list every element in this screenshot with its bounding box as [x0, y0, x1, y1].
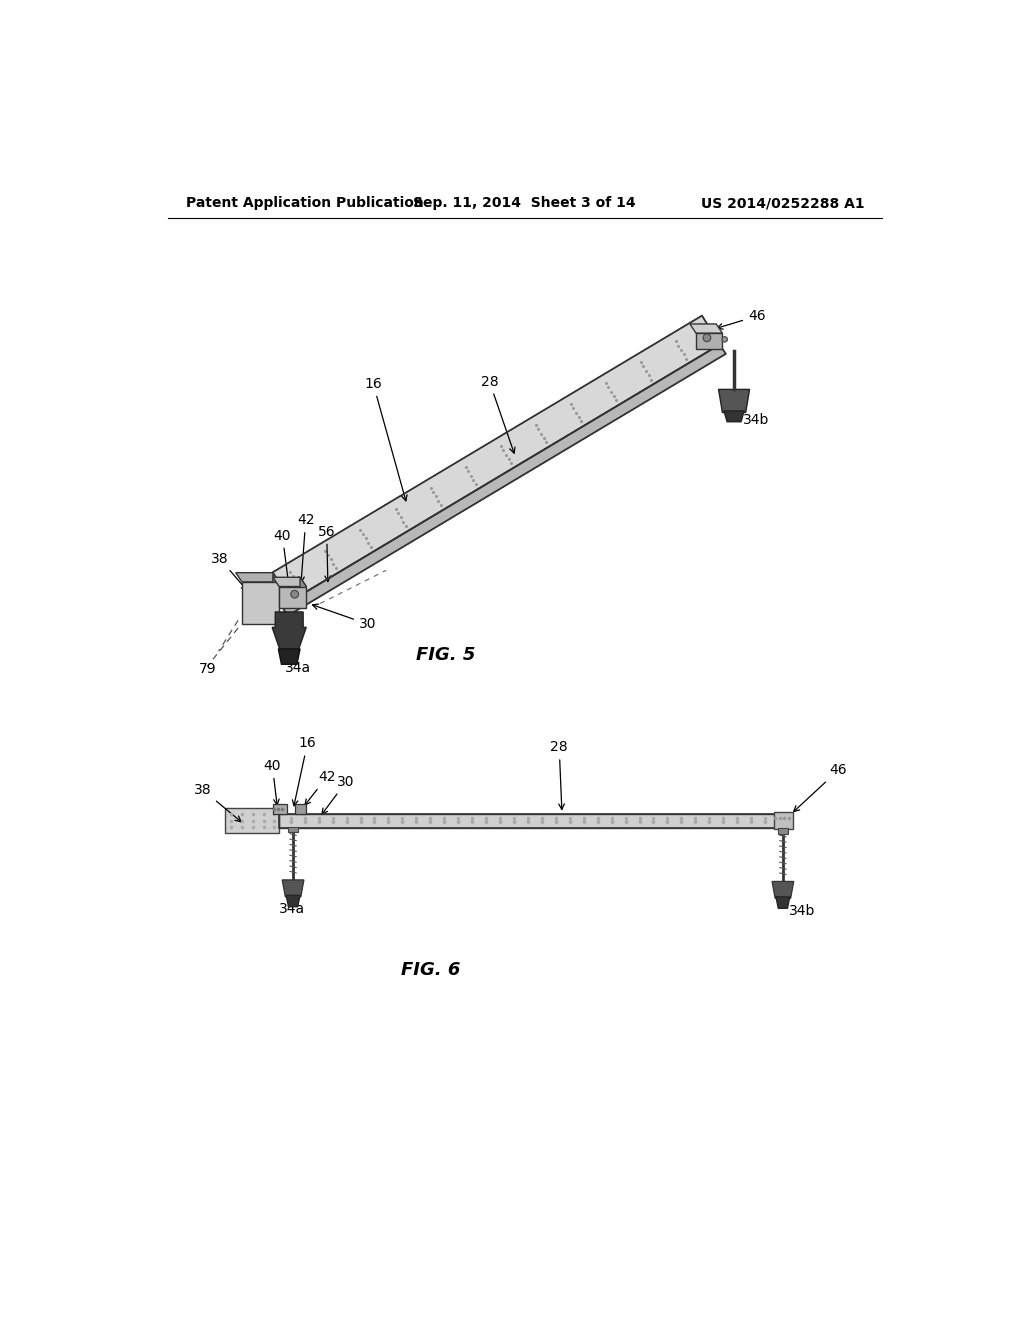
Text: FIG. 6: FIG. 6 — [400, 961, 460, 978]
Bar — [225, 808, 280, 833]
Bar — [273, 804, 287, 813]
Polygon shape — [273, 573, 280, 624]
Text: 46: 46 — [717, 309, 766, 329]
Text: 40: 40 — [273, 528, 291, 585]
Circle shape — [722, 337, 727, 342]
Text: 56: 56 — [317, 525, 336, 582]
Polygon shape — [280, 813, 779, 828]
Text: 34b: 34b — [743, 413, 770, 428]
Polygon shape — [772, 882, 794, 899]
Polygon shape — [300, 577, 306, 609]
Bar — [778, 829, 787, 834]
Polygon shape — [272, 612, 306, 655]
Text: 30: 30 — [312, 605, 377, 631]
Text: 28: 28 — [550, 741, 568, 809]
Text: 46: 46 — [794, 763, 847, 812]
Text: 38: 38 — [211, 552, 247, 590]
Text: US 2014/0252288 A1: US 2014/0252288 A1 — [700, 197, 864, 210]
Polygon shape — [279, 649, 300, 664]
Text: 30: 30 — [322, 775, 354, 814]
Text: 34b: 34b — [790, 903, 815, 917]
Polygon shape — [690, 323, 722, 333]
Polygon shape — [282, 345, 726, 615]
Circle shape — [703, 334, 711, 342]
Polygon shape — [236, 573, 280, 582]
Polygon shape — [286, 895, 300, 907]
Text: 28: 28 — [480, 375, 515, 453]
Text: 42: 42 — [297, 513, 314, 582]
Text: 42: 42 — [305, 771, 336, 805]
Bar — [295, 804, 306, 813]
Polygon shape — [264, 315, 720, 606]
Polygon shape — [719, 389, 750, 412]
Text: 34a: 34a — [280, 902, 305, 916]
Text: Patent Application Publication: Patent Application Publication — [186, 197, 424, 210]
Polygon shape — [273, 577, 306, 586]
Text: 79: 79 — [200, 661, 217, 676]
Text: Sep. 11, 2014  Sheet 3 of 14: Sep. 11, 2014 Sheet 3 of 14 — [414, 197, 636, 210]
Text: 38: 38 — [194, 783, 241, 822]
Text: 40: 40 — [263, 759, 282, 805]
Bar — [773, 812, 793, 829]
Bar — [289, 826, 298, 832]
Polygon shape — [242, 582, 280, 624]
Text: 16: 16 — [293, 737, 316, 805]
Text: FIG. 5: FIG. 5 — [416, 647, 475, 664]
Polygon shape — [280, 586, 306, 609]
Polygon shape — [724, 411, 744, 422]
Polygon shape — [283, 880, 304, 896]
Polygon shape — [776, 896, 790, 908]
Polygon shape — [696, 333, 722, 348]
Text: 34a: 34a — [286, 661, 311, 675]
Circle shape — [291, 590, 299, 598]
Text: 16: 16 — [365, 378, 408, 500]
